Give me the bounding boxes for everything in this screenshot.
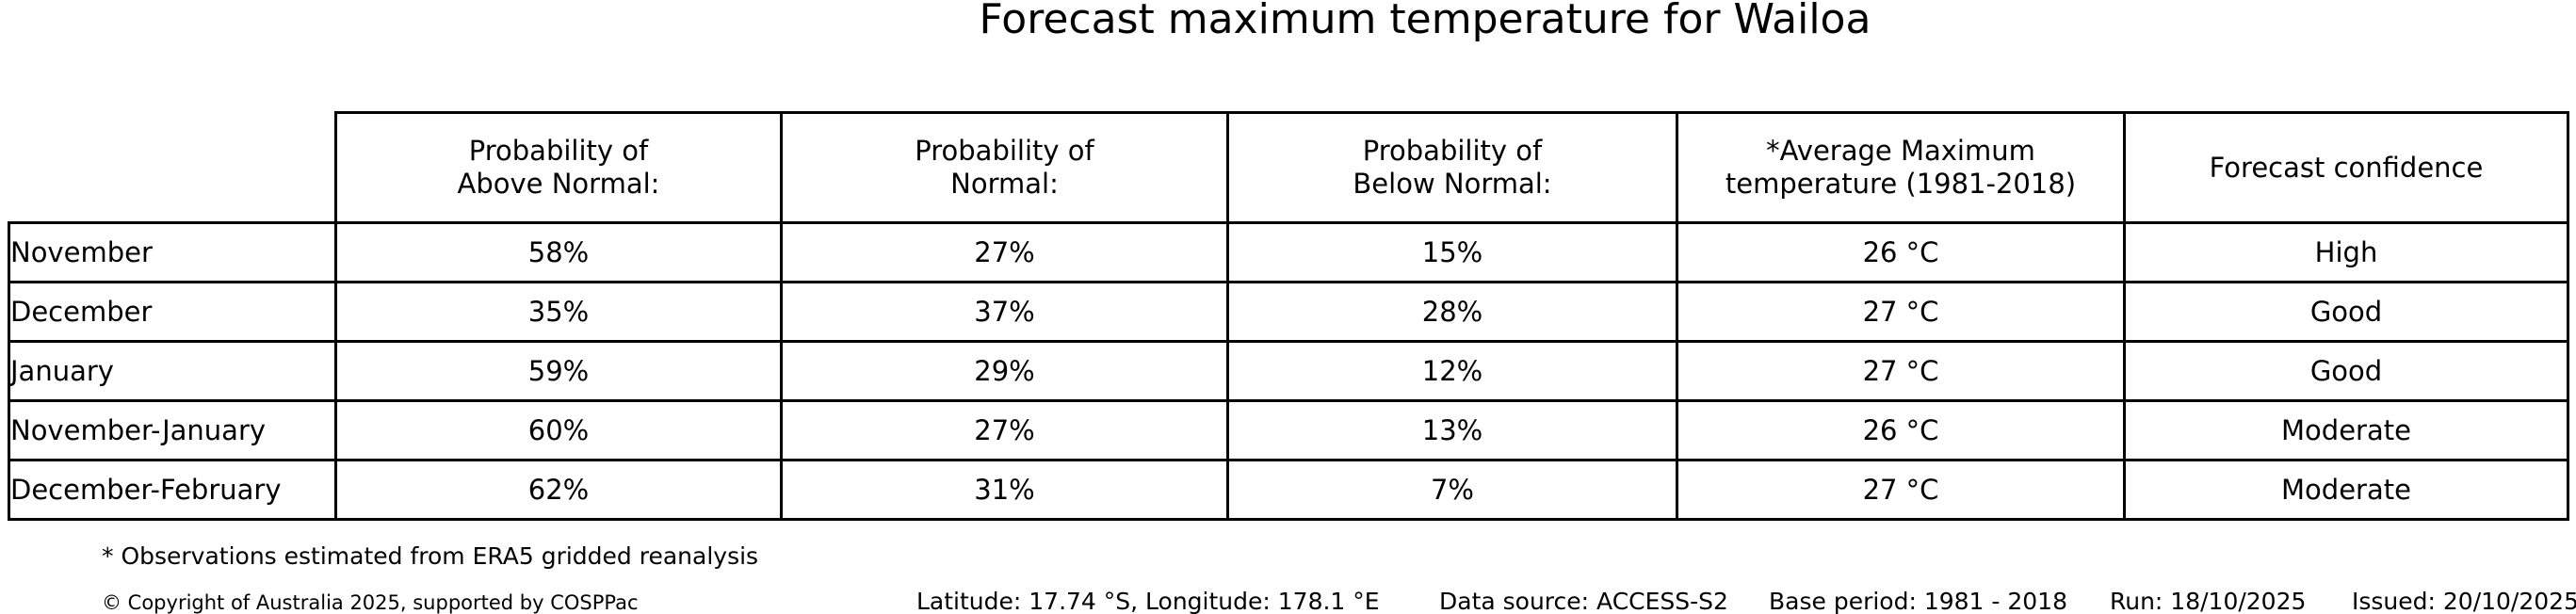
column-header-line: Forecast confidence xyxy=(2209,151,2484,184)
column-header-line: Normal: xyxy=(950,168,1059,200)
normal-cell: 31% xyxy=(780,459,1229,521)
column-header-above-normal: Probability of Above Normal: xyxy=(334,111,783,224)
column-header-line: Below Normal: xyxy=(1353,168,1552,200)
column-header-line: Probability of xyxy=(1362,135,1543,167)
column-header-line: Probability of xyxy=(468,135,649,167)
period-cell: November-January xyxy=(8,399,337,461)
average-maximum-cell: 26 °C xyxy=(1676,399,2126,461)
table-header-row: Probability of Above Normal: Probability… xyxy=(9,111,2569,224)
average-maximum-cell: 27 °C xyxy=(1676,459,2126,521)
confidence-cell: Moderate xyxy=(2123,399,2569,461)
data-source-text: Data source: ACCESS-S2 xyxy=(1439,588,1728,614)
period-cell: November xyxy=(8,221,337,283)
blank-corner-cell xyxy=(9,113,336,223)
above-normal-cell: 58% xyxy=(334,221,783,283)
confidence-cell: Good xyxy=(2123,281,2569,343)
normal-cell: 37% xyxy=(780,281,1229,343)
below-normal-cell: 12% xyxy=(1226,340,1678,402)
table-row: November 58% 27% 15% 26 °C High xyxy=(8,221,2569,283)
below-normal-cell: 7% xyxy=(1226,459,1678,521)
location-text: Latitude: 17.74 °S, Longitude: 178.1 °E xyxy=(916,588,1380,614)
issued-date-text: Issued: 20/10/2025 xyxy=(2352,588,2576,614)
page-title: Forecast maximum temperature for Wailoa xyxy=(979,0,1871,43)
column-header-below-normal: Probability of Below Normal: xyxy=(1226,111,1678,224)
table-row: December-February 62% 31% 7% 27 °C Moder… xyxy=(8,459,2569,521)
period-cell: December xyxy=(8,281,337,343)
column-header-line: temperature (1981-2018) xyxy=(1725,168,2077,200)
period-cell: January xyxy=(8,340,337,402)
copyright-text: © Copyright of Australia 2025, supported… xyxy=(102,591,639,614)
forecast-table: Probability of Above Normal: Probability… xyxy=(8,111,2569,521)
confidence-cell: Moderate xyxy=(2123,459,2569,521)
confidence-cell: High xyxy=(2123,221,2569,283)
run-date-text: Run: 18/10/2025 xyxy=(2110,588,2307,614)
period-cell: December-February xyxy=(8,459,337,521)
normal-cell: 27% xyxy=(780,399,1229,461)
column-header-normal: Probability of Normal: xyxy=(780,111,1229,224)
table-row: November-January 60% 27% 13% 26 °C Moder… xyxy=(8,399,2569,461)
average-maximum-cell: 26 °C xyxy=(1676,221,2126,283)
column-header-average-maximum: *Average Maximum temperature (1981-2018) xyxy=(1676,111,2126,224)
table-row: December 35% 37% 28% 27 °C Good xyxy=(8,281,2569,343)
below-normal-cell: 13% xyxy=(1226,399,1678,461)
average-maximum-cell: 27 °C xyxy=(1676,340,2126,402)
below-normal-cell: 28% xyxy=(1226,281,1678,343)
confidence-cell: Good xyxy=(2123,340,2569,402)
normal-cell: 27% xyxy=(780,221,1229,283)
table-row: January 59% 29% 12% 27 °C Good xyxy=(8,340,2569,402)
average-maximum-cell: 27 °C xyxy=(1676,281,2126,343)
column-header-forecast-confidence: Forecast confidence xyxy=(2123,111,2569,224)
column-header-line: Probability of xyxy=(915,135,1094,167)
base-period-text: Base period: 1981 - 2018 xyxy=(1769,588,2067,614)
column-header-line: *Average Maximum xyxy=(1766,135,2035,167)
below-normal-cell: 15% xyxy=(1226,221,1678,283)
above-normal-cell: 60% xyxy=(334,399,783,461)
normal-cell: 29% xyxy=(780,340,1229,402)
observations-footnote: * Observations estimated from ERA5 gridd… xyxy=(102,542,759,570)
column-header-line: Above Normal: xyxy=(457,168,660,200)
above-normal-cell: 59% xyxy=(334,340,783,402)
above-normal-cell: 35% xyxy=(334,281,783,343)
above-normal-cell: 62% xyxy=(334,459,783,521)
